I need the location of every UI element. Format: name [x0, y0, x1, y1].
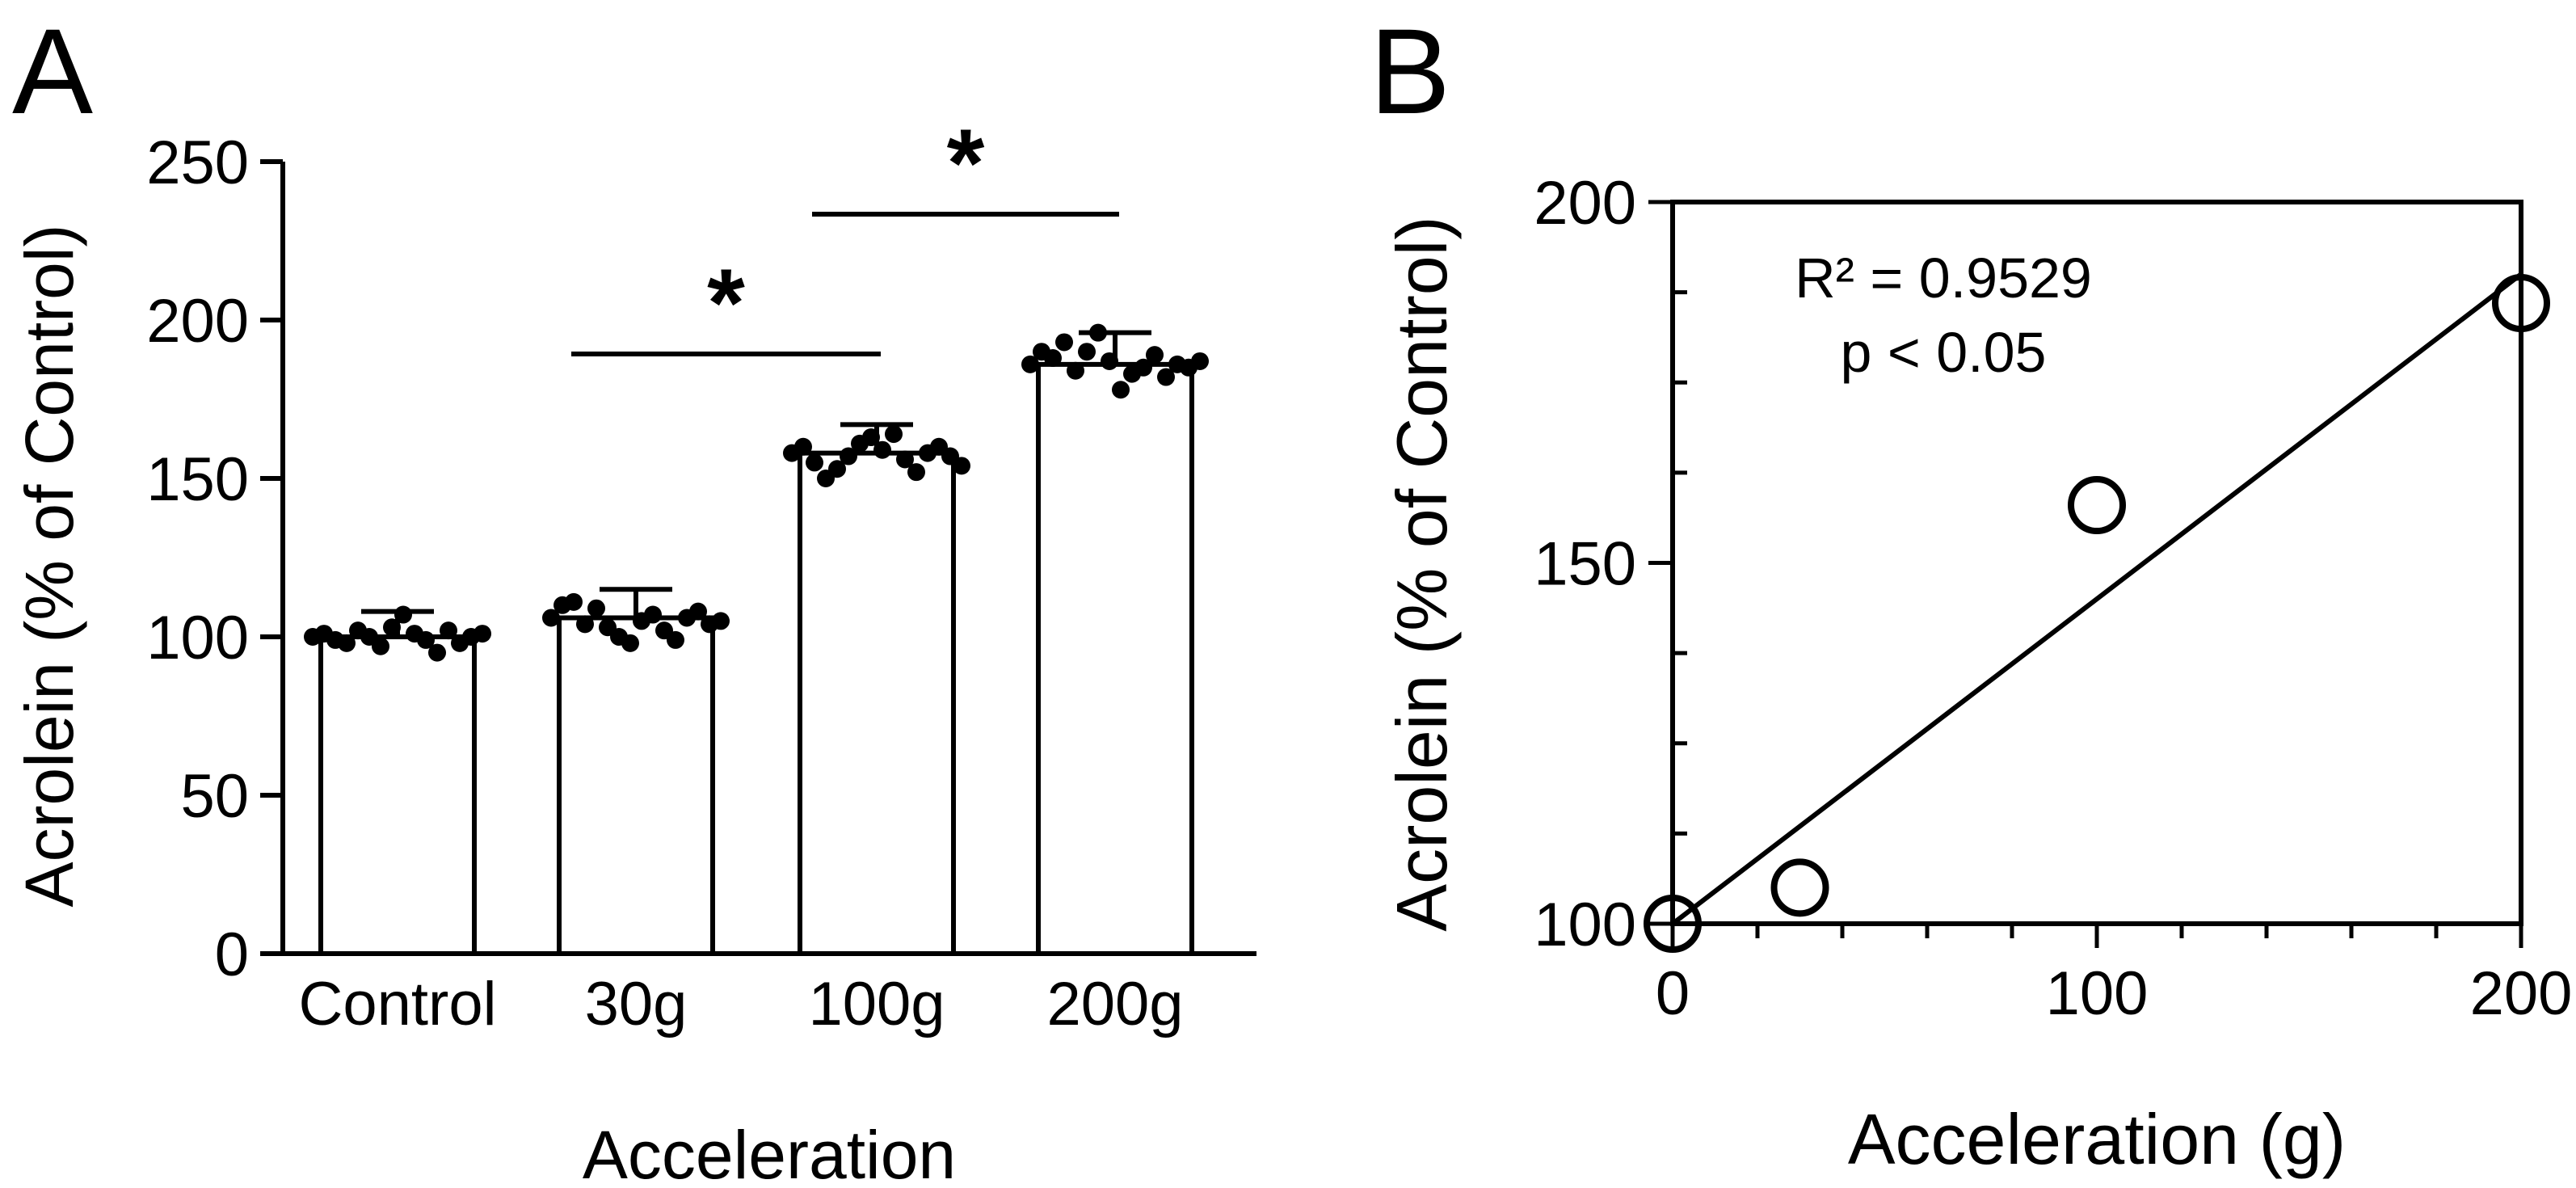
panel-a-bar	[318, 634, 477, 956]
panel-a-data-point	[1157, 368, 1175, 386]
panel-a-data-point	[474, 625, 491, 643]
panel-a-data-point	[907, 463, 925, 482]
panel-a-y-tick-label: 50	[180, 762, 249, 831]
panel-b-y-axis-title: Acrolein (% of Control)	[1382, 216, 1462, 931]
panel-a-data-point	[1055, 333, 1073, 352]
panel-b-r-squared: R² = 0.9529	[1795, 246, 2092, 310]
panel-a-data-point	[394, 605, 412, 624]
panel-b-chart: 100 150 200 0 100 200 R² = 0.9529 p < 0.05 A…	[1382, 169, 2572, 1179]
panel-a-data-point	[840, 447, 857, 466]
panel-b-y-ticks: 100 150 200	[1534, 169, 1687, 959]
panel-b-x-axis-title: Acceleration (g)	[1848, 1099, 2346, 1179]
panel-a-bar	[798, 450, 956, 956]
panel-b-y-tick-label: 200	[1534, 169, 1636, 238]
panel-b-y-tick-label: 100	[1534, 891, 1636, 959]
panel-a-data-point	[689, 602, 707, 621]
panel-a-y-axis-title: Acrolein (% of Control)	[11, 225, 87, 908]
panel-a-data-point	[1101, 352, 1118, 370]
panel-a-data-point	[712, 612, 730, 630]
panel-b-x-ticks: 0 100 200	[1656, 924, 2573, 1028]
panel-a-data-point	[896, 450, 914, 469]
panel-a-bars	[318, 330, 1194, 956]
panel-b-points	[1644, 274, 2550, 953]
panel-b-x-tick-label: 200	[2470, 959, 2573, 1028]
panel-b-x-tick-label: 100	[2046, 959, 2149, 1028]
panel-b-x-tick-label: 0	[1656, 959, 1690, 1028]
panel-a-x-tick-label: 100g	[808, 970, 945, 1038]
panel-a-data-point	[873, 440, 891, 459]
panel-a-y-tick-label: 0	[215, 920, 249, 989]
panel-a-y-tick-label: 200	[146, 287, 249, 356]
panel-a-points	[304, 323, 1209, 662]
panel-a-data-point	[1146, 346, 1164, 364]
panel-a-data-point	[576, 615, 594, 634]
panel-a-data-point	[565, 592, 583, 611]
panel-a-x-tick-label: 200g	[1046, 970, 1183, 1038]
panel-a-data-point	[440, 621, 457, 640]
panel-a-data-point	[885, 425, 903, 444]
panel-a-data-point	[372, 637, 389, 655]
panel-a-x-axis-title: Acceleration	[583, 1117, 956, 1188]
panel-a-significance-star: *	[947, 109, 985, 217]
panel-a-x-tick-label: 30g	[585, 970, 688, 1038]
panel-a-data-point	[1112, 381, 1130, 399]
panel-a-significance-star: *	[707, 249, 745, 357]
panel-b-data-point	[1644, 895, 1702, 953]
panel-a-data-point	[667, 630, 684, 649]
panel-a-data-point	[862, 428, 880, 447]
panel-a-data-point	[1078, 343, 1096, 361]
panel-b-label: B	[1370, 3, 1450, 139]
panel-a-y-tick-label: 250	[146, 128, 249, 197]
panel-a-bar	[1036, 361, 1194, 956]
panel-a-data-point	[794, 437, 812, 456]
panel-a-x-tick-label: Control	[299, 970, 497, 1038]
panel-a-data-point	[828, 460, 846, 478]
panel-a-data-point	[1191, 352, 1209, 370]
panel-a-data-point	[417, 630, 435, 649]
panel-a-data-point	[806, 453, 823, 472]
panel-a-data-point	[1089, 323, 1107, 342]
panel-a-data-point	[1134, 358, 1152, 377]
panel-a-significance: **	[571, 109, 1119, 357]
panel-a-y-tick-label: 100	[146, 604, 249, 672]
panel-a-x-tick-labels: Control 30g 100g 200g	[299, 970, 1184, 1038]
panel-b-fit-line	[1671, 272, 2523, 926]
panel-b-p-value: p < 0.05	[1841, 321, 2047, 384]
panel-a-data-point	[953, 457, 970, 475]
panel-a-y-ticks: 0 50 100 150 200 250	[146, 128, 283, 989]
panel-a-data-point	[1044, 349, 1062, 368]
panel-b-data-point	[1770, 858, 1829, 917]
panel-b-data-point	[2492, 274, 2550, 333]
panel-a-bar	[557, 615, 715, 956]
panel-b-y-tick-label: 150	[1534, 530, 1636, 599]
panel-b-data-point	[2068, 476, 2126, 535]
panel-a-data-point	[542, 609, 560, 627]
panel-a-data-point	[338, 634, 356, 652]
panel-a-y-tick-label: 150	[146, 445, 249, 514]
panel-a-data-point	[428, 643, 446, 662]
panel-a-data-point	[644, 605, 662, 624]
panel-b-plot-frame	[1670, 200, 2523, 926]
panel-a-data-point	[1021, 355, 1039, 373]
panel-a-data-point	[621, 634, 639, 652]
panel-b-fit-line-group	[1671, 272, 2523, 926]
panel-a-data-point	[383, 618, 401, 637]
panel-a-label: A	[12, 3, 93, 139]
panel-a-data-point	[587, 599, 605, 617]
panel-a-data-point	[1067, 361, 1084, 380]
